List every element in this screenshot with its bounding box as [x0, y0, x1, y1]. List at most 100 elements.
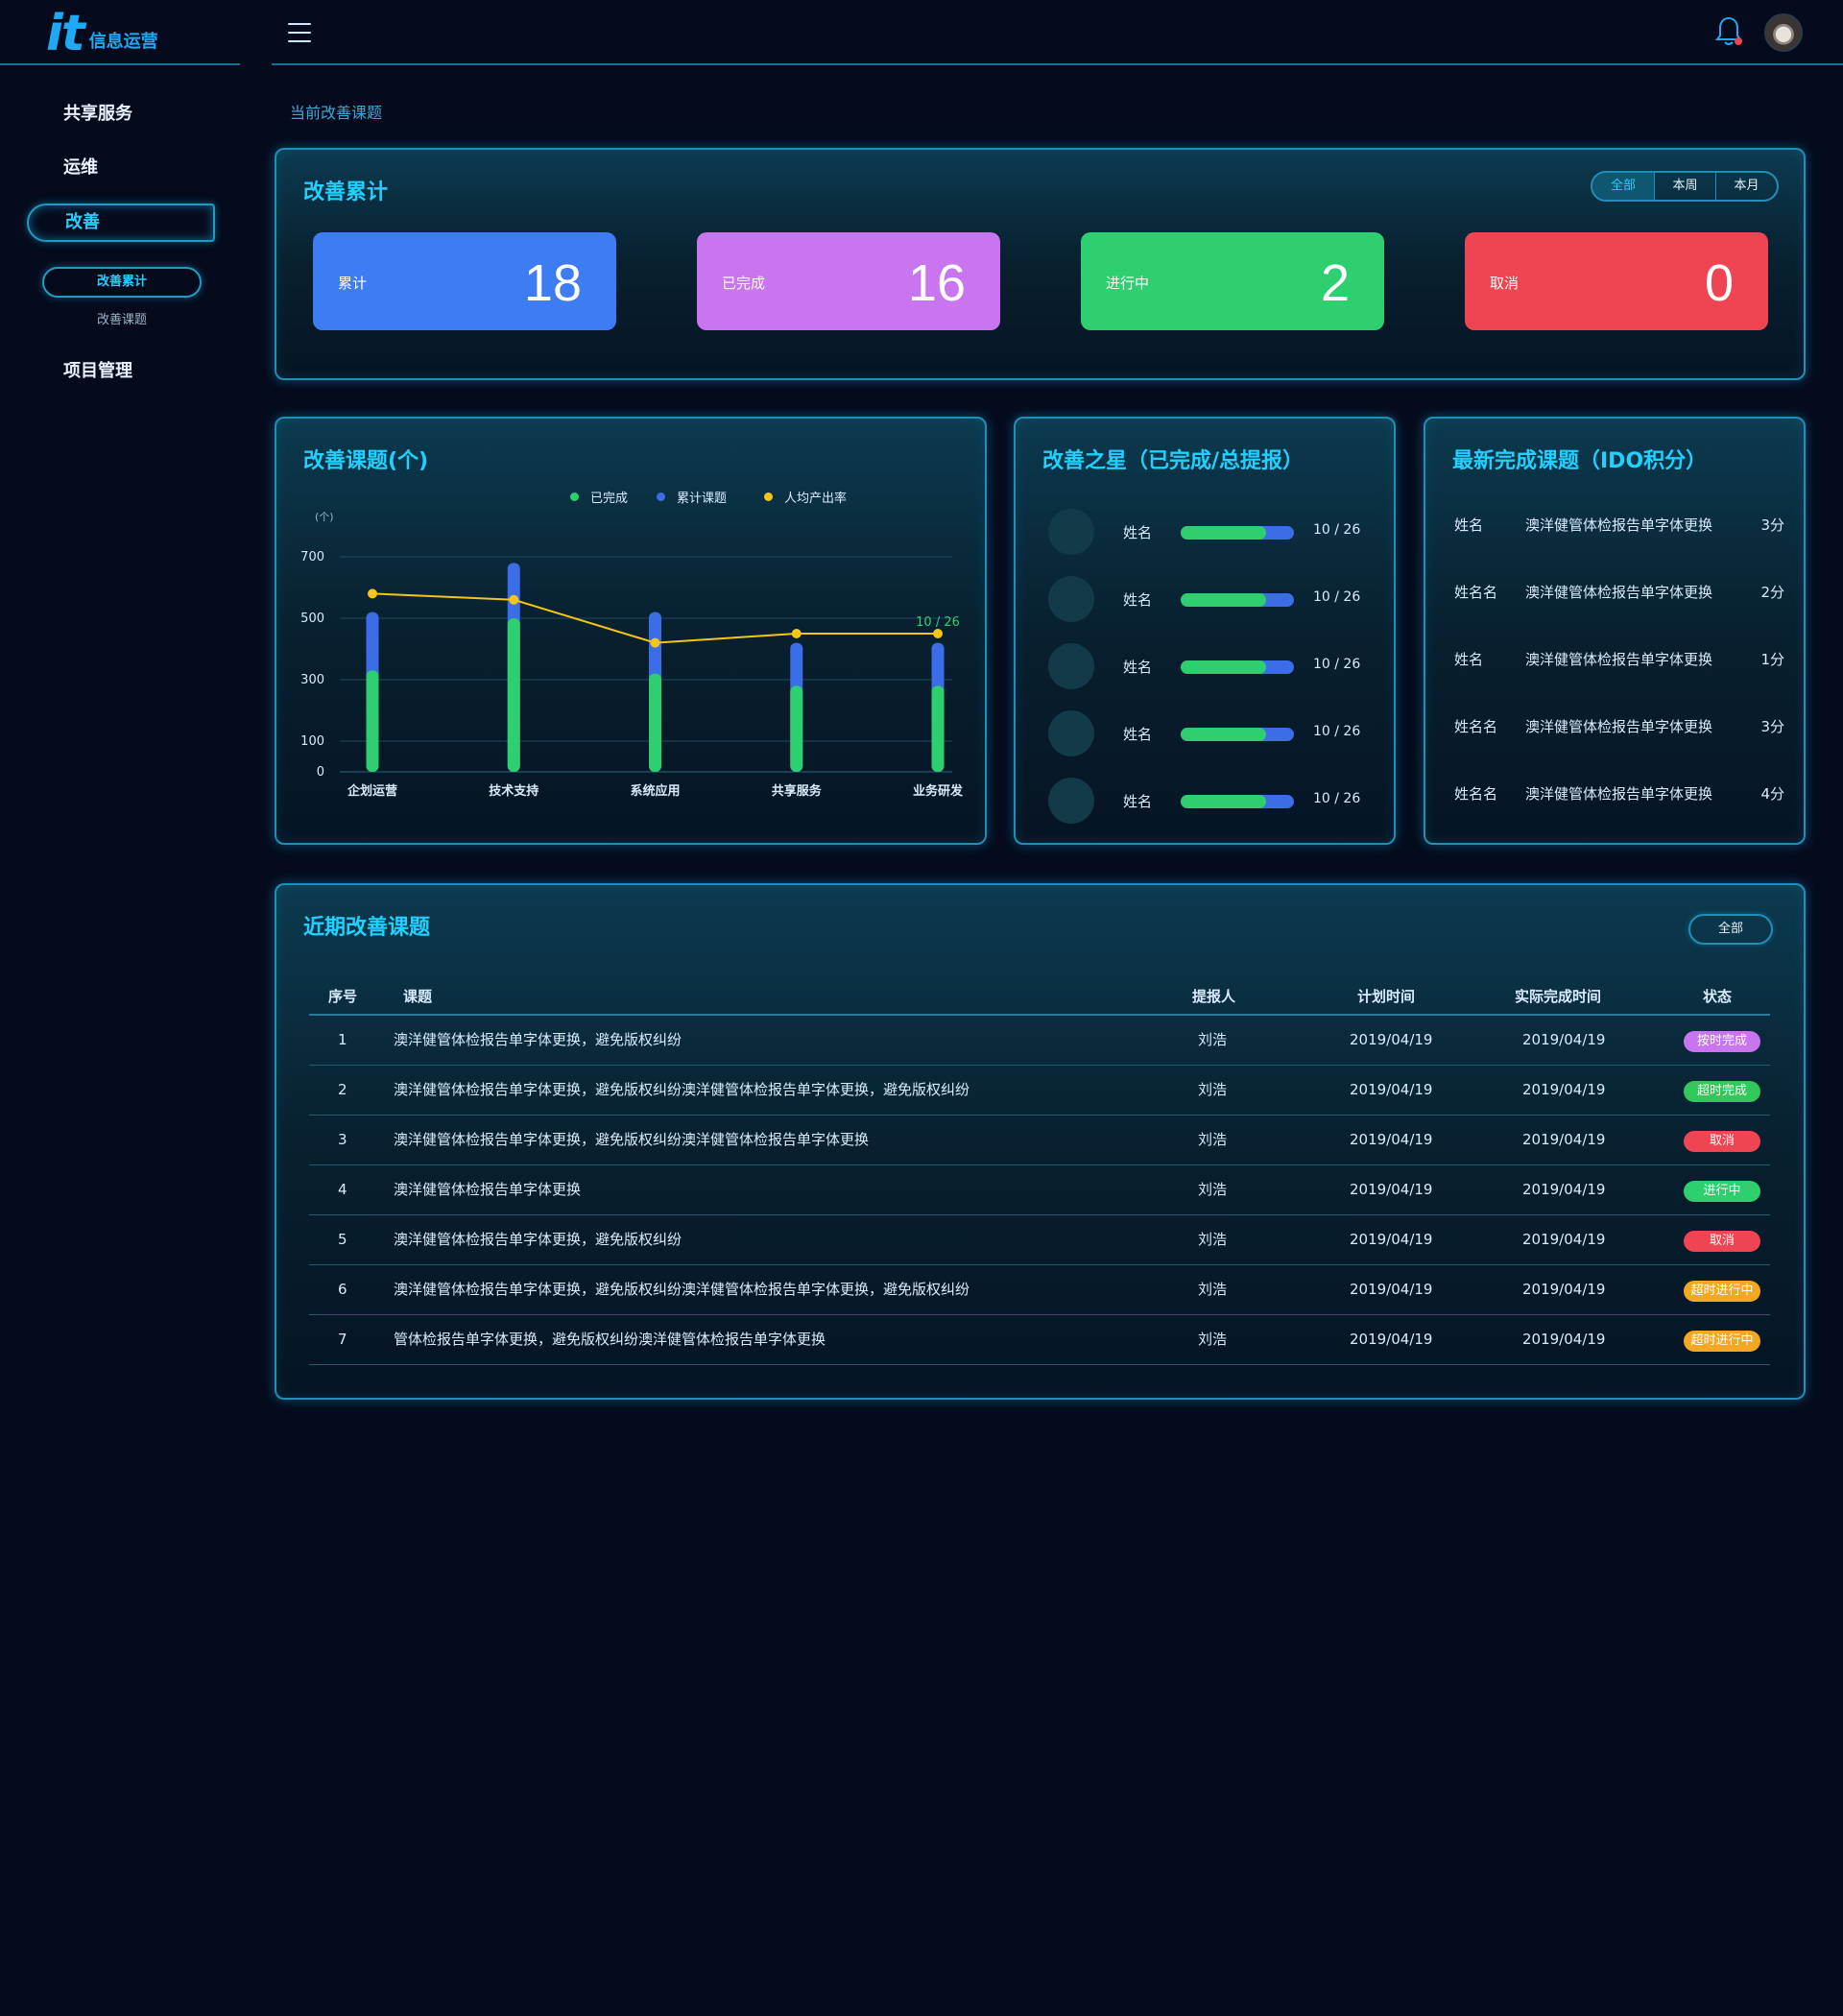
progress-fill: [1181, 593, 1266, 607]
stars-panel: 改善之星（已完成/总提报） 姓名 10 / 26 姓名 10 / 26 姓名 10 / 2…: [1014, 417, 1396, 845]
row-plan-date: 2019/04/19: [1350, 1081, 1433, 1098]
stat-card-completed[interactable]: 已完成 16: [697, 232, 1000, 330]
stat-card-cancelled[interactable]: 取消 0: [1465, 232, 1768, 330]
notification-dot: [1735, 37, 1742, 45]
y-tick-label: 100: [300, 734, 324, 749]
progress-bar: [1181, 660, 1294, 674]
filter-all[interactable]: 全部: [1592, 173, 1654, 200]
row-topic[interactable]: 澳洋健管体检报告单字体更换，避免版权纠纷澳洋健管体检报告单字体更换，避免版权纠纷: [394, 1281, 970, 1298]
y-tick-label: 500: [300, 612, 324, 626]
latest-title: 最新完成课题（IDO积分）: [1452, 449, 1708, 473]
latest-name: 姓名名: [1454, 785, 1498, 803]
latest-score: 3分: [1760, 718, 1784, 735]
stat-card-in-progress[interactable]: 进行中 2: [1081, 232, 1384, 330]
y-tick-label: 700: [300, 550, 324, 564]
progress-bar: [1181, 728, 1294, 741]
sidebar-subitem-improvement-topics[interactable]: 改善课题: [96, 313, 147, 327]
avatar: [1048, 778, 1094, 824]
star-score: 10 / 26: [1313, 589, 1361, 605]
bell-icon[interactable]: [1714, 15, 1743, 48]
table-row[interactable]: 6 澳洋健管体检报告单字体更换，避免版权纠纷澳洋健管体检报告单字体更换，避免版权纠…: [309, 1265, 1770, 1315]
table-row[interactable]: 3 澳洋健管体检报告单字体更换，避免版权纠纷澳洋健管体检报告单字体更换 刘浩 2019…: [309, 1116, 1770, 1165]
table-row[interactable]: 7 管体检报告单字体更换，避免版权纠纷澳洋健管体检报告单字体更换 刘浩 2019/04…: [309, 1315, 1770, 1365]
legend-label: 累计课题: [677, 492, 728, 506]
filter-week[interactable]: 本周: [1654, 173, 1715, 200]
rate-point: [368, 588, 377, 599]
table-row[interactable]: 1 澳洋健管体检报告单字体更换，避免版权纠纷 刘浩 2019/04/19 2019/04…: [309, 1016, 1770, 1066]
app-logo[interactable]: it 信息运营: [46, 8, 158, 59]
row-actual-date: 2019/04/19: [1522, 1181, 1606, 1198]
bar-completed: [931, 685, 945, 772]
star-score: 10 / 26: [1313, 724, 1361, 739]
y-tick-label: 0: [317, 765, 324, 780]
x-tick-label: 共享服务: [772, 783, 823, 799]
progress-bar: [1181, 593, 1294, 607]
row-topic[interactable]: 澳洋健管体检报告单字体更换: [394, 1181, 582, 1198]
x-tick-label: 业务研发: [913, 783, 964, 799]
row-no: 5: [338, 1231, 347, 1248]
star-row[interactable]: 姓名 10 / 26: [1048, 778, 1375, 826]
legend-total[interactable]: 累计课题: [657, 488, 727, 506]
row-topic[interactable]: 澳洋健管体检报告单字体更换，避免版权纠纷: [394, 1031, 682, 1048]
sidebar-item-project-management[interactable]: 项目管理: [63, 361, 132, 381]
progress-fill: [1181, 526, 1266, 540]
rate-point: [650, 637, 660, 648]
summary-title: 改善累计: [303, 180, 389, 204]
row-topic[interactable]: 澳洋健管体检报告单字体更换，避免版权纠纷澳洋健管体检报告单字体更换，避免版权纠纷: [394, 1081, 970, 1098]
stat-value: 18: [523, 254, 582, 312]
stat-label: 取消: [1490, 275, 1520, 292]
star-row[interactable]: 姓名 10 / 26: [1048, 509, 1375, 557]
star-name: 姓名: [1123, 659, 1153, 676]
star-row[interactable]: 姓名 10 / 26: [1048, 576, 1375, 624]
status-badge: 进行中: [1684, 1181, 1760, 1202]
row-actual-date: 2019/04/19: [1522, 1231, 1606, 1248]
user-avatar[interactable]: [1764, 13, 1803, 52]
filter-month[interactable]: 本月: [1715, 173, 1777, 200]
latest-name: 姓名: [1454, 651, 1484, 668]
status-badge: 取消: [1684, 1231, 1760, 1252]
row-actual-date: 2019/04/19: [1522, 1031, 1606, 1048]
row-actual-date: 2019/04/19: [1522, 1081, 1606, 1098]
sidebar-item-ops[interactable]: 运维: [63, 157, 98, 178]
avatar: [1048, 509, 1094, 555]
row-person: 刘浩: [1198, 1281, 1228, 1298]
legend-rate[interactable]: 人均产出率: [764, 488, 847, 506]
row-topic[interactable]: 管体检报告单字体更换，避免版权纠纷澳洋健管体检报告单字体更换: [394, 1331, 826, 1348]
x-tick-label: 企划运营: [347, 783, 397, 799]
stat-value: 0: [1704, 254, 1734, 312]
stat-value: 16: [907, 254, 966, 312]
row-topic[interactable]: 澳洋健管体检报告单字体更换，避免版权纠纷澳洋健管体检报告单字体更换: [394, 1131, 870, 1148]
row-plan-date: 2019/04/19: [1350, 1031, 1433, 1048]
row-person: 刘浩: [1198, 1181, 1228, 1198]
hamburger-icon[interactable]: [288, 23, 311, 42]
status-badge: 取消: [1684, 1131, 1760, 1152]
stat-card-total[interactable]: 累计 18: [313, 232, 616, 330]
latest-score: 3分: [1760, 516, 1784, 534]
latest-name: 姓名名: [1454, 718, 1498, 735]
recent-table: 序号 课题 提报人 计划时间 实际完成时间 状态 1 澳洋健管体检报告单字体更换，…: [309, 977, 1770, 1365]
star-row[interactable]: 姓名 10 / 26: [1048, 710, 1375, 758]
status-badge: 超时进行中: [1684, 1281, 1760, 1302]
table-row[interactable]: 5 澳洋健管体检报告单字体更换，避免版权纠纷 刘浩 2019/04/19 2019/04…: [309, 1215, 1770, 1265]
legend-swatch: [764, 492, 773, 501]
row-topic[interactable]: 澳洋健管体检报告单字体更换，避免版权纠纷: [394, 1231, 682, 1248]
status-badge: 按时完成: [1684, 1031, 1760, 1052]
bar-completed: [790, 685, 803, 772]
row-no: 3: [338, 1131, 347, 1148]
latest-topic: 澳洋健管体检报告单字体更换: [1525, 651, 1713, 668]
view-all-button[interactable]: 全部: [1688, 914, 1773, 945]
progress-bar: [1181, 795, 1294, 808]
table-row[interactable]: 4 澳洋健管体检报告单字体更换 刘浩 2019/04/19 2019/04/19 进行中: [309, 1165, 1770, 1215]
col-actual: 实际完成时间: [1515, 988, 1602, 1005]
star-row[interactable]: 姓名 10 / 26: [1048, 643, 1375, 691]
latest-topic: 澳洋健管体检报告单字体更换: [1525, 785, 1713, 803]
data-label: 10 / 26: [916, 615, 960, 630]
latest-score: 1分: [1760, 651, 1784, 668]
sidebar-item-shared-service[interactable]: 共享服务: [63, 104, 132, 124]
sidebar-item-improvement[interactable]: 改善: [27, 204, 215, 242]
table-row[interactable]: 2 澳洋健管体检报告单字体更换，避免版权纠纷澳洋健管体检报告单字体更换，避免版权纠…: [309, 1066, 1770, 1116]
legend-completed[interactable]: 已完成: [570, 488, 628, 506]
progress-bar: [1181, 526, 1294, 540]
sidebar-subitem-improvement-total[interactable]: 改善累计: [42, 267, 202, 298]
x-tick-label: 技术支持: [489, 783, 539, 799]
